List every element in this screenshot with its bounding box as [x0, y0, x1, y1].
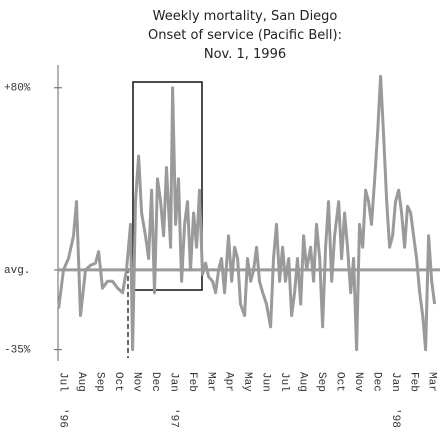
x-tick-label: Oct	[112, 372, 124, 392]
year-label: '97	[167, 408, 179, 428]
x-tick-label: Sep	[315, 372, 327, 392]
x-tick-label: Mar	[204, 372, 216, 392]
x-tick-label: Feb	[407, 372, 419, 392]
x-tick-label: Apr	[223, 372, 235, 392]
x-tick-label: May	[241, 372, 253, 392]
x-tick-label: Aug	[297, 372, 309, 392]
x-tick-label: Jun	[260, 372, 272, 392]
year-label: '96	[57, 408, 69, 428]
x-tick-label: Dec	[370, 372, 382, 392]
y-tick-label: -35%	[4, 345, 31, 357]
y-tick-label: +80%	[4, 83, 31, 95]
highlight-box	[132, 81, 203, 291]
x-tick-label: Aug	[75, 372, 87, 392]
chart-title: Onset of service (Pacific Bell):	[148, 28, 342, 43]
x-tick-label: Feb	[186, 372, 198, 392]
x-tick-label: Jul	[278, 372, 290, 392]
x-tick-label: Nov	[130, 372, 142, 392]
x-tick-label: Jan	[389, 372, 401, 392]
chart-title: Weekly mortality, San Diego	[153, 9, 338, 24]
x-tick-label: Jul	[57, 372, 69, 392]
y-tick-label: avg.	[4, 265, 30, 277]
x-tick-label: Jan	[167, 372, 179, 392]
x-tick-label: Sep	[94, 372, 106, 392]
data-line	[57, 74, 437, 352]
x-tick-label: Mar	[426, 372, 438, 392]
x-tick-label: Dec	[149, 372, 161, 392]
x-tick-label: Nov	[352, 372, 364, 392]
chart-title: Nov. 1, 1996	[204, 47, 286, 62]
year-label: '98	[389, 408, 401, 428]
x-tick-label: Oct	[333, 372, 345, 392]
